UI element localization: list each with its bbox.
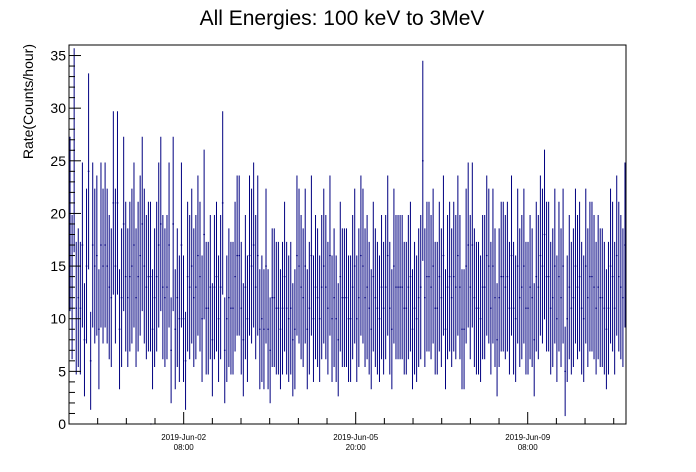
- y-tick-label: 30: [50, 100, 66, 116]
- y-axis: 0 5 10 15 20 25 30 35: [50, 44, 81, 432]
- y-tick-label: 0: [58, 416, 66, 432]
- y-tick-label: 35: [50, 48, 66, 64]
- y-tick-label: 5: [58, 363, 66, 379]
- x-axis: 2019-Jun-0208:002019-Jun-0520:002019-Jun…: [97, 412, 615, 452]
- y-tick-label: 25: [50, 153, 66, 169]
- x-tick-label-time: 20:00: [346, 443, 367, 452]
- x-tick-label-date: 2019-Jun-02: [161, 433, 206, 442]
- chart-title: All Energies: 100 keV to 3MeV: [200, 7, 485, 30]
- y-tick-label: 20: [50, 205, 66, 221]
- y-tick-label: 10: [50, 311, 66, 327]
- data-series: [69, 48, 626, 425]
- x-tick-label-date: 2019-Jun-09: [505, 433, 550, 442]
- y-axis-label: Rate(Counts/hour): [20, 44, 36, 159]
- x-tick-label-time: 08:00: [174, 443, 195, 452]
- y-tick-label: 15: [50, 258, 66, 274]
- x-tick-label-time: 08:00: [518, 443, 539, 452]
- x-tick-label-date: 2019-Jun-05: [333, 433, 378, 442]
